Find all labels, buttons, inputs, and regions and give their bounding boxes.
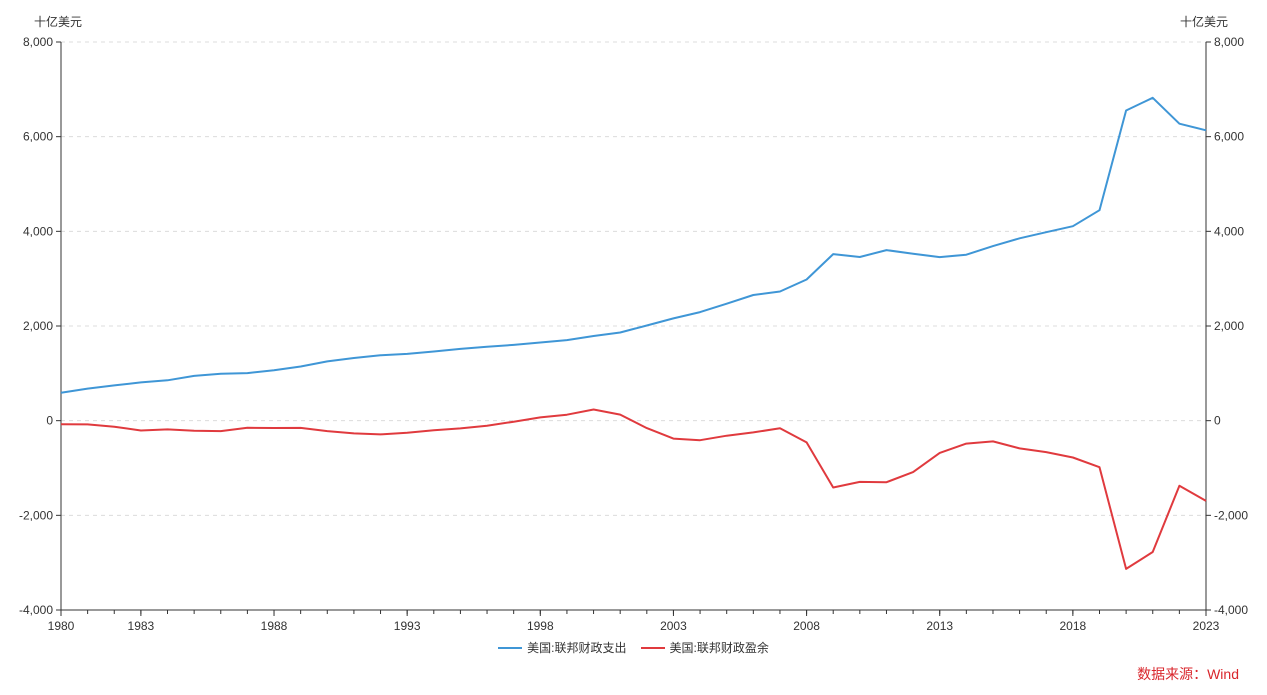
x-tick-label: 2013 [926, 619, 953, 633]
legend-label-surplus: 美国:联邦财政盈余 [669, 641, 769, 655]
legend: 美国:联邦财政支出 美国:联邦财政盈余 [0, 639, 1267, 656]
left-y-tick-label: 4,000 [23, 224, 53, 238]
x-tick-label: 1998 [527, 619, 554, 633]
legend-swatch-surplus [640, 646, 665, 649]
right-y-tick-label: 8,000 [1214, 35, 1244, 49]
left-y-tick-label: 8,000 [23, 35, 53, 49]
right-y-tick-label: -2,000 [1214, 508, 1248, 522]
x-tick-label: 1983 [128, 619, 155, 633]
left-y-tick-label: 0 [46, 414, 53, 428]
series-line-surplus [60, 408, 1207, 570]
x-tick-label: 1980 [48, 619, 75, 633]
left-y-tick-label: -2,000 [19, 508, 53, 522]
right-y-tick-label: -4,000 [1214, 603, 1248, 617]
x-tick-label: 2003 [660, 619, 687, 633]
right-y-tick-label: 0 [1214, 414, 1221, 428]
right-y-tick-label: 2,000 [1214, 319, 1244, 333]
left-y-tick-label: 2,000 [23, 319, 53, 333]
source-note: 数据来源：Wind [1137, 666, 1239, 682]
right-y-tick-label: 4,000 [1214, 224, 1244, 238]
left-axis-unit: 十亿美元 [34, 14, 82, 29]
left-y-tick-label: -4,000 [19, 603, 53, 617]
legend-item-spending[interactable]: 美国:联邦财政支出 [498, 639, 627, 656]
right-axis-unit: 十亿美元 [1180, 14, 1228, 29]
legend-swatch-spending [498, 646, 523, 649]
gridlines [61, 41, 1206, 516]
tick-labels: -4,000 -4,000 -2,000 -2,000 0 0 2,000 2,000 4,00… [19, 35, 1248, 633]
x-tick-label: 1988 [261, 619, 288, 633]
right-y-tick-label: 6,000 [1214, 130, 1244, 144]
series-line-spending [60, 96, 1207, 394]
series-lines [60, 96, 1207, 570]
left-y-tick-label: 6,000 [23, 130, 53, 144]
x-tick-label: 1993 [394, 619, 421, 633]
x-tick-label: 2018 [1060, 619, 1087, 633]
axes [56, 41, 1211, 616]
x-tick-label: 2023 [1193, 619, 1220, 633]
x-tick-label: 2008 [793, 619, 820, 633]
chart: 十亿美元 十亿美元 -4,000 -4,000 -2,000 -2,000 0 0 2,00… [19, 14, 1248, 633]
legend-label-spending: 美国:联邦财政支出 [527, 641, 627, 655]
legend-item-surplus[interactable]: 美国:联邦财政盈余 [640, 639, 769, 656]
